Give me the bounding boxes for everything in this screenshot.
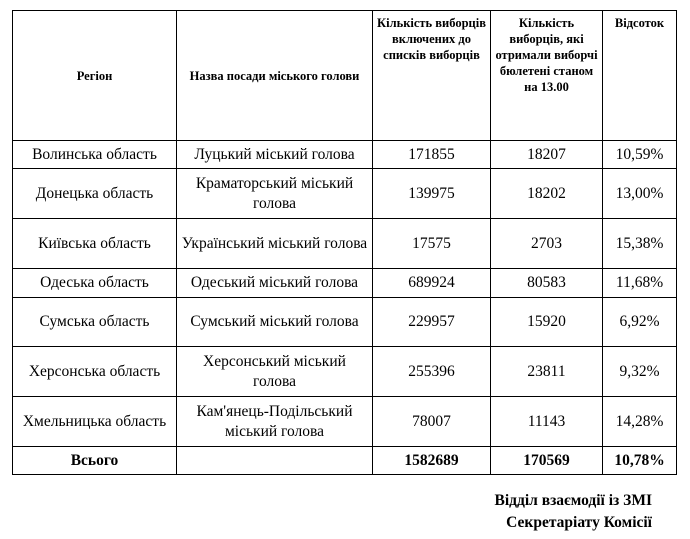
table-cell: 78007	[372, 396, 491, 447]
table-row: Сумська область Сумський міський голова 22…	[12, 297, 677, 347]
table-cell: 229957	[372, 297, 491, 347]
table-cell: Волинська область	[12, 140, 177, 169]
table-cell: 18207	[490, 140, 603, 169]
table-cell: 15920	[490, 297, 603, 347]
table-cell: 23811	[490, 346, 603, 397]
table-cell: Луцький міський голова	[176, 140, 373, 169]
table-cell: 6,92%	[602, 297, 677, 347]
table-row: Одеська область Одеський міський голова 68…	[12, 268, 677, 298]
table-cell: Український міський голова	[176, 218, 373, 269]
total-cell: 10,78%	[602, 446, 677, 475]
table-cell: Одеський міський голова	[176, 268, 373, 298]
total-cell: 170569	[490, 446, 603, 475]
column-header: Регіон	[12, 10, 177, 141]
table-row: Донецька область Краматорський міський го…	[12, 168, 677, 219]
table-cell: Донецька область	[12, 168, 177, 219]
table-cell: 18202	[490, 168, 603, 219]
table-cell: Сумський міський голова	[176, 297, 373, 347]
table-cell: 15,38%	[602, 218, 677, 269]
table-cell: 17575	[372, 218, 491, 269]
table-cell: 11143	[490, 396, 603, 447]
table-cell: Херсонська область	[12, 346, 177, 397]
total-row: Всього 1582689 170569 10,78%	[12, 446, 677, 475]
footer-line: Відділ взаємодії із ЗМІ	[494, 492, 653, 509]
table-cell: Одеська область	[12, 268, 177, 298]
table-cell: 80583	[490, 268, 603, 298]
total-cell: 1582689	[372, 446, 491, 475]
table-cell: 10,59%	[602, 140, 677, 169]
footer: Відділ взаємодії із ЗМІ Секретаріату Ком…	[495, 490, 653, 534]
table-cell: Краматорський міський голова	[176, 168, 373, 219]
column-header: Кількість виборців включених до списків …	[372, 10, 491, 141]
table-cell: Кам'янець-Подільський міський голова	[176, 396, 373, 447]
footer-line: Секретаріату Комісії	[506, 514, 652, 531]
table-row: Київська область Український міський голо…	[12, 218, 677, 269]
table-row: Херсонська область Херсонський міський го…	[12, 346, 677, 397]
empty-cell	[176, 446, 373, 475]
column-header: Відсоток	[602, 10, 677, 141]
table-cell: 14,28%	[602, 396, 677, 447]
table-cell: 139975	[372, 168, 491, 219]
column-header: Назва посади міського голови	[176, 10, 373, 141]
table-cell: Київська область	[12, 218, 177, 269]
total-cell: Всього	[12, 446, 177, 475]
table-cell: Херсонський міський голова	[176, 346, 373, 397]
table-row: Хмельницька область Кам'янець-Подільський…	[12, 396, 677, 447]
table-cell: 11,68%	[602, 268, 677, 298]
table-cell: 13,00%	[602, 168, 677, 219]
column-header: Кількість виборців, які отримали виборчі…	[490, 10, 603, 141]
table-cell: 689924	[372, 268, 491, 298]
table-cell: 171855	[372, 140, 491, 169]
table-cell: 2703	[490, 218, 603, 269]
table-cell: Хмельницька область	[12, 396, 177, 447]
table-cell: Сумська область	[12, 297, 177, 347]
table-row: Волинська область Луцький міський голова 1…	[12, 140, 677, 169]
table-cell: 255396	[372, 346, 491, 397]
table-cell: 9,32%	[602, 346, 677, 397]
results-table: Регіон Назва посади міського голови Кількі…	[12, 10, 677, 475]
